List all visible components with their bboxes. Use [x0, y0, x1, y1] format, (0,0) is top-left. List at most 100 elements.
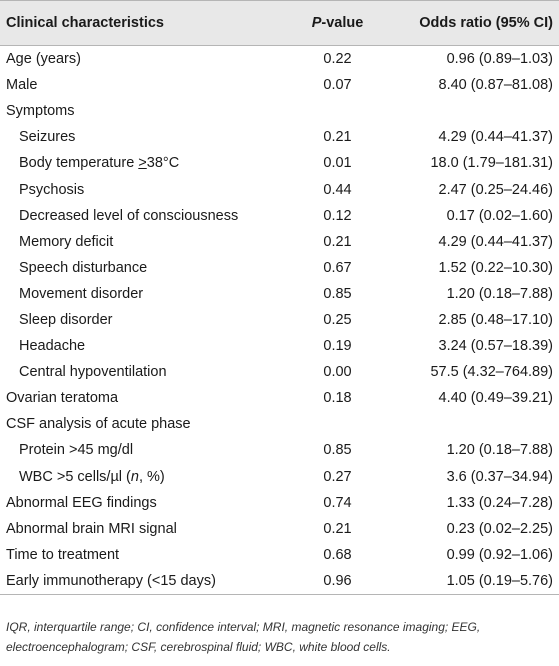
table-row: Psychosis 0.44 2.47 (0.25–24.46) — [0, 176, 559, 202]
row-label: Speech disturbance — [19, 259, 148, 276]
row-odds-ratio: 4.40 (0.49–39.21) — [438, 390, 553, 407]
table-row: Seizures 0.21 4.29 (0.44–41.37) — [0, 124, 559, 150]
table-header: Clinical characteristics P-value Odds ra… — [0, 0, 559, 46]
row-odds-ratio: 1.33 (0.24–7.28) — [446, 494, 553, 511]
table-row: Age (years) 0.22 0.96 (0.89–1.03) — [0, 46, 559, 73]
row-odds-ratio: 1.20 (0.18–7.88) — [446, 285, 553, 302]
row-odds-ratio — [393, 411, 559, 437]
row-odds-ratio: 2.85 (0.48–17.10) — [438, 311, 553, 328]
row-label: WBC >5 cells/µl (n, %) — [0, 464, 282, 490]
row-label: Body temperature >38°C — [0, 150, 282, 176]
row-label-ge: > — [138, 155, 147, 172]
row-label-italic: n — [130, 468, 139, 485]
row-label: Abnormal brain MRI signal — [6, 520, 177, 537]
table-row: Memory deficit 0.21 4.29 (0.44–41.37) — [0, 229, 559, 255]
row-odds-ratio: 18.0 (1.79–181.31) — [430, 155, 553, 172]
row-p-value: 0.12 — [323, 207, 352, 224]
row-p-value: 0.21 — [323, 233, 352, 250]
row-label: Ovarian teratoma — [6, 390, 119, 407]
row-odds-ratio: 0.23 (0.02–2.25) — [446, 520, 553, 537]
row-p-value: 0.85 — [323, 285, 352, 302]
row-label: Abnormal EEG findings — [6, 494, 157, 511]
row-odds-ratio: 0.17 (0.02–1.60) — [446, 207, 553, 224]
row-label: Time to treatment — [6, 546, 120, 563]
table-row: Central hypoventilation 0.00 57.5 (4.32–… — [0, 359, 559, 385]
row-p-value: 0.18 — [323, 390, 352, 407]
table-row: Protein >45 mg/dl 0.85 1.20 (0.18–7.88) — [0, 437, 559, 463]
odds-ratio-table: Clinical characteristics P-value Odds ra… — [0, 0, 559, 595]
row-label: CSF analysis of acute phase — [6, 416, 191, 433]
table-row: Male 0.07 8.40 (0.87–81.08) — [0, 72, 559, 98]
row-odds-ratio: 57.5 (4.32–764.89) — [430, 364, 553, 381]
header-row: Clinical characteristics P-value Odds ra… — [0, 0, 559, 46]
row-label: Movement disorder — [19, 285, 144, 302]
table-row: Abnormal brain MRI signal 0.21 0.23 (0.0… — [0, 516, 559, 542]
row-p-value: 0.44 — [323, 181, 352, 198]
row-label-post: , %) — [138, 468, 165, 485]
row-p-value: 0.67 — [323, 259, 352, 276]
row-p-value: 0.21 — [323, 129, 352, 146]
row-p-value: 0.68 — [323, 546, 352, 563]
row-label: Seizures — [19, 129, 76, 146]
row-odds-ratio: 3.6 (0.37–34.94) — [446, 468, 553, 485]
table-row: Headache 0.19 3.24 (0.57–18.39) — [0, 333, 559, 359]
row-odds-ratio: 3.24 (0.57–18.39) — [438, 338, 553, 355]
row-p-value: 0.74 — [323, 494, 352, 511]
table-row: Abnormal EEG findings 0.74 1.33 (0.24–7.… — [0, 490, 559, 516]
row-p-value: 0.22 — [323, 51, 352, 68]
row-odds-ratio: 4.29 (0.44–41.37) — [438, 233, 553, 250]
row-label: Protein >45 mg/dl — [19, 442, 134, 459]
row-label: Age (years) — [6, 51, 81, 68]
header-odds-ratio: Odds ratio (95% CI) — [419, 15, 553, 31]
row-p-value: 0.07 — [323, 77, 352, 94]
row-odds-ratio: 1.20 (0.18–7.88) — [446, 442, 553, 459]
table-row: Body temperature >38°C 0.01 18.0 (1.79–1… — [0, 150, 559, 176]
row-odds-ratio: 1.05 (0.19–5.76) — [446, 572, 553, 589]
row-p-value: 0.27 — [323, 468, 352, 485]
row-odds-ratio: 1.52 (0.22–10.30) — [438, 259, 553, 276]
row-label-post: 38°C — [146, 155, 180, 172]
row-label: Early immunotherapy (<15 days) — [6, 572, 216, 589]
row-odds-ratio: 8.40 (0.87–81.08) — [438, 77, 553, 94]
header-p-prefix: P — [311, 15, 322, 31]
table-body: Age (years) 0.22 0.96 (0.89–1.03) Male 0… — [0, 46, 559, 595]
table-row: Time to treatment 0.68 0.99 (0.92–1.06) — [0, 542, 559, 568]
row-label-pre: Body temperature — [19, 155, 139, 172]
row-odds-ratio: 0.96 (0.89–1.03) — [446, 51, 553, 68]
row-odds-ratio: 4.29 (0.44–41.37) — [438, 129, 553, 146]
header-p-value: P-value — [282, 1, 393, 46]
row-odds-ratio: 0.99 (0.92–1.06) — [446, 546, 553, 563]
row-p-value: 0.21 — [323, 520, 352, 537]
table-footnote: IQR, interquartile range; CI, confidence… — [6, 620, 481, 654]
row-label: Central hypoventilation — [19, 364, 167, 381]
row-p-value: 0.00 — [323, 364, 352, 381]
row-p-value — [282, 98, 393, 124]
row-odds-ratio — [393, 98, 559, 124]
row-label-pre: WBC >5 cells/µl ( — [19, 468, 131, 485]
table-row: Speech disturbance 0.67 1.52 (0.22–10.30… — [0, 255, 559, 281]
row-p-value: 0.85 — [323, 442, 352, 459]
table-row: Movement disorder 0.85 1.20 (0.18–7.88) — [0, 281, 559, 307]
header-p-suffix: -value — [321, 15, 364, 31]
table-row: Decreased level of consciousness 0.12 0.… — [0, 203, 559, 229]
row-label: Male — [6, 77, 38, 94]
row-label: Headache — [19, 338, 86, 355]
header-characteristic: Clinical characteristics — [6, 15, 164, 31]
table-row-section: Symptoms — [0, 98, 559, 124]
row-p-value: 0.96 — [323, 572, 352, 589]
table-row-section: CSF analysis of acute phase — [0, 411, 559, 437]
row-p-value: 0.25 — [323, 311, 352, 328]
row-label: Decreased level of consciousness — [19, 207, 239, 224]
table-row: WBC >5 cells/µl (n, %) 0.27 3.6 (0.37–34… — [0, 464, 559, 490]
row-p-value — [282, 411, 393, 437]
row-odds-ratio: 2.47 (0.25–24.46) — [438, 181, 553, 198]
row-p-value: 0.01 — [323, 155, 352, 172]
table-row: Ovarian teratoma 0.18 4.40 (0.49–39.21) — [0, 385, 559, 411]
row-p-value: 0.19 — [323, 338, 352, 355]
table-row: Early immunotherapy (<15 days) 0.96 1.05… — [0, 568, 559, 595]
row-label: Psychosis — [19, 181, 85, 198]
table-row: Sleep disorder 0.25 2.85 (0.48–17.10) — [0, 307, 559, 333]
row-label: Symptoms — [6, 103, 75, 120]
row-label: Sleep disorder — [19, 311, 113, 328]
